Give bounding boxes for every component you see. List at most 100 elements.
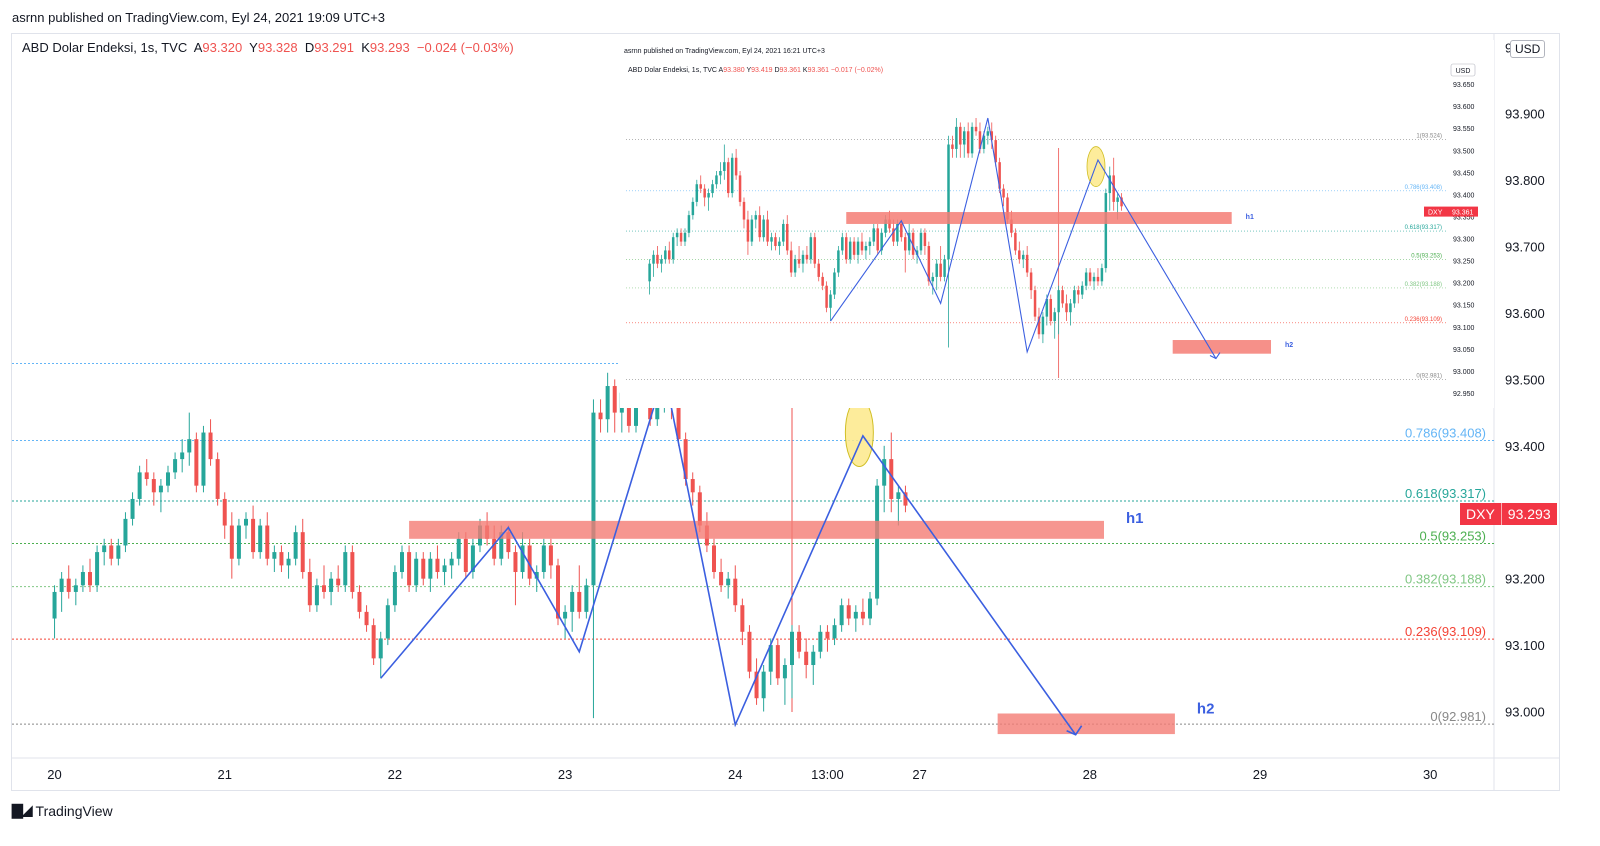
brand-label: TradingView xyxy=(35,802,113,819)
inset-candle-body xyxy=(1002,188,1005,198)
highlight-ellipse xyxy=(844,398,874,468)
candle-body xyxy=(322,585,326,592)
inset-header-part: −0.017 (−0.02%) xyxy=(831,67,883,74)
inset-candle-body xyxy=(876,228,879,251)
candle-body xyxy=(166,472,170,486)
time-tick-label: 29 xyxy=(1253,767,1267,782)
candle-body xyxy=(506,532,511,553)
candle-body xyxy=(73,585,78,592)
inset-zone xyxy=(846,212,1232,224)
inset-candle-body xyxy=(1006,197,1009,220)
inset-candle-body xyxy=(687,215,691,233)
inset-candle-body xyxy=(742,201,746,220)
inset-candle-body xyxy=(805,254,809,260)
inset-candle-body xyxy=(1084,272,1088,286)
candle-body xyxy=(144,472,149,480)
inset-candle-body xyxy=(695,184,699,202)
candle-body xyxy=(52,591,57,619)
inset-candle-body xyxy=(789,250,793,273)
inset-candle-body xyxy=(1018,250,1021,260)
candle-body xyxy=(343,552,348,586)
inset-price-tick: 93.300 xyxy=(1453,237,1475,244)
inset-header-part: A xyxy=(719,67,724,74)
tradingview-logo[interactable]: ▇◢ TradingView xyxy=(12,802,113,819)
currency-button[interactable]: USD xyxy=(1510,40,1546,58)
candle-body xyxy=(272,552,277,559)
candle-body xyxy=(584,585,589,612)
inset-candle-body xyxy=(1021,254,1025,260)
inset-candle-body xyxy=(955,126,958,149)
inset-candle-body xyxy=(750,219,754,242)
low-value: 93.291 xyxy=(314,40,354,55)
inset-zigzag-line xyxy=(830,117,1217,359)
candle-body xyxy=(151,479,156,493)
inset-price-tag-symbol: DXY xyxy=(1428,210,1443,217)
inset-candle-body xyxy=(786,223,789,251)
candle-body xyxy=(605,386,610,420)
inset-candle-body xyxy=(1120,197,1123,207)
inset-candle-body xyxy=(951,144,954,149)
time-tick-label: 27 xyxy=(912,767,926,782)
inset-candle-body xyxy=(1092,276,1096,282)
chart-frame[interactable] xyxy=(11,33,1560,791)
inset-candle-body xyxy=(852,241,856,255)
inset-candle-body xyxy=(660,259,663,264)
inset-candle-body xyxy=(711,184,714,194)
candle-body xyxy=(889,459,894,499)
inset-candle-body xyxy=(774,237,777,247)
inset-candle-body xyxy=(927,246,931,282)
inset-candle-body xyxy=(998,162,1001,189)
inset-candle-body xyxy=(970,126,974,154)
inset-candle-body xyxy=(652,254,655,264)
inset-candle-body xyxy=(1045,298,1049,317)
inset-candle-body xyxy=(1108,175,1112,194)
inset-candle-body xyxy=(1061,290,1064,304)
candle-body xyxy=(173,459,178,473)
inset-candle-body xyxy=(707,193,710,198)
candle-body xyxy=(265,525,270,559)
candle-body xyxy=(825,631,830,639)
inset-candle-body xyxy=(1033,290,1037,317)
inset-candle-body xyxy=(994,140,997,163)
candle-body xyxy=(463,538,468,573)
candle-body xyxy=(123,518,128,546)
low-label: D xyxy=(304,40,315,55)
inset-candle-body xyxy=(778,241,781,247)
candle-body xyxy=(626,392,631,426)
price-tag-value: 93.293 xyxy=(1507,506,1551,522)
time-tick-label: 24 xyxy=(728,767,742,782)
candle-body xyxy=(95,552,100,586)
inset-header-part: 93.361 xyxy=(808,67,831,74)
inset-header-part: ABD Dolar Endeksi, 1s, TVC xyxy=(628,67,719,74)
inset-price-tick: 93.350 xyxy=(1453,214,1475,221)
candle-body xyxy=(839,605,844,626)
inset-candle-body xyxy=(1053,312,1056,322)
candle-body xyxy=(329,578,334,592)
inset-candle-body xyxy=(1049,298,1053,322)
candle-body xyxy=(683,439,688,480)
inset-price-tick: 93.150 xyxy=(1453,303,1475,310)
candle-body xyxy=(187,439,192,453)
inset-header-part: K xyxy=(803,67,808,74)
inset-background xyxy=(620,40,1494,408)
candle-body xyxy=(733,578,738,606)
candle-body xyxy=(357,591,362,612)
inset-publish-info: asrnn published on TradingView.com, Eyl … xyxy=(624,48,825,55)
close-value: 93.293 xyxy=(369,40,410,55)
candle-body xyxy=(541,545,546,573)
candle-body xyxy=(407,552,412,586)
inset-candle-body xyxy=(974,126,978,132)
candle-body xyxy=(456,538,461,559)
inset-candle-body xyxy=(1041,316,1045,335)
candle-body xyxy=(775,645,780,679)
zigzag-line xyxy=(380,372,1077,736)
candle-body xyxy=(875,485,880,599)
candle-body xyxy=(782,665,787,679)
inset-price-tick: 93.600 xyxy=(1453,104,1475,111)
candle-body xyxy=(449,558,454,566)
candle-body xyxy=(470,545,475,573)
candle-body xyxy=(712,545,716,573)
candle-body xyxy=(818,631,823,652)
inset-currency-box xyxy=(1450,63,1476,77)
